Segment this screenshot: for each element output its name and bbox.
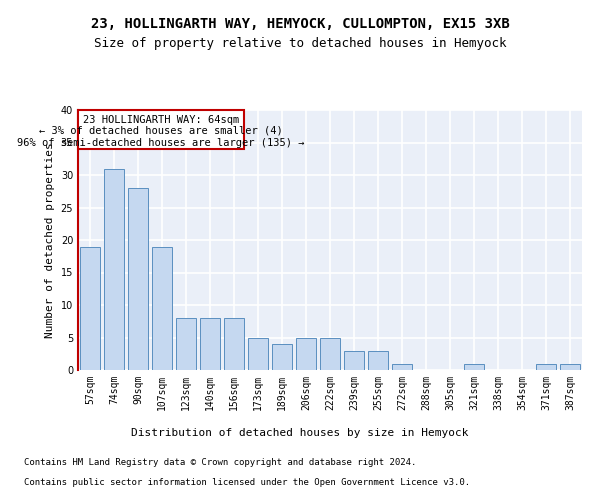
- Bar: [320, 338, 340, 370]
- Text: ← 3% of detached houses are smaller (4): ← 3% of detached houses are smaller (4): [39, 126, 283, 136]
- Text: 96% of semi-detached houses are larger (135) →: 96% of semi-detached houses are larger (…: [17, 138, 305, 147]
- Bar: [152, 246, 172, 370]
- Bar: [248, 338, 268, 370]
- FancyBboxPatch shape: [78, 110, 244, 149]
- Bar: [464, 364, 484, 370]
- Text: Contains HM Land Registry data © Crown copyright and database right 2024.: Contains HM Land Registry data © Crown c…: [24, 458, 416, 467]
- Text: Size of property relative to detached houses in Hemyock: Size of property relative to detached ho…: [94, 38, 506, 51]
- Y-axis label: Number of detached properties: Number of detached properties: [45, 142, 55, 338]
- Bar: [176, 318, 196, 370]
- Bar: [368, 350, 388, 370]
- Bar: [80, 246, 100, 370]
- Bar: [104, 168, 124, 370]
- Bar: [224, 318, 244, 370]
- Bar: [200, 318, 220, 370]
- Text: 23, HOLLINGARTH WAY, HEMYOCK, CULLOMPTON, EX15 3XB: 23, HOLLINGARTH WAY, HEMYOCK, CULLOMPTON…: [91, 18, 509, 32]
- Text: 23 HOLLINGARTH WAY: 64sqm: 23 HOLLINGARTH WAY: 64sqm: [83, 115, 239, 124]
- Bar: [296, 338, 316, 370]
- Bar: [560, 364, 580, 370]
- Bar: [536, 364, 556, 370]
- Bar: [128, 188, 148, 370]
- Bar: [344, 350, 364, 370]
- Text: Contains public sector information licensed under the Open Government Licence v3: Contains public sector information licen…: [24, 478, 470, 487]
- Text: Distribution of detached houses by size in Hemyock: Distribution of detached houses by size …: [131, 428, 469, 438]
- Bar: [392, 364, 412, 370]
- Bar: [272, 344, 292, 370]
